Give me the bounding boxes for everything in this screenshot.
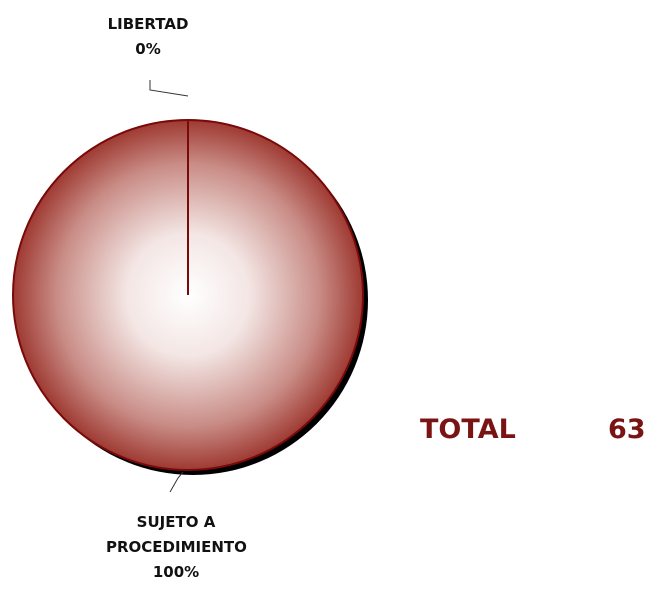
value-label: 100% <box>152 563 200 581</box>
slice-label: LIBERTAD 0% <box>88 12 208 62</box>
leader-line <box>169 471 184 493</box>
value-label: 0% <box>135 40 161 58</box>
category-label: LIBERTAD <box>107 15 189 33</box>
total-label: TOTAL <box>420 414 516 445</box>
leader-line <box>149 80 189 97</box>
slice-label: SUJETO A PROCEDIMIENTO 100% <box>86 510 266 585</box>
total-value: 63 <box>608 414 646 445</box>
category-label: SUJETO A PROCEDIMIENTO <box>106 513 247 556</box>
